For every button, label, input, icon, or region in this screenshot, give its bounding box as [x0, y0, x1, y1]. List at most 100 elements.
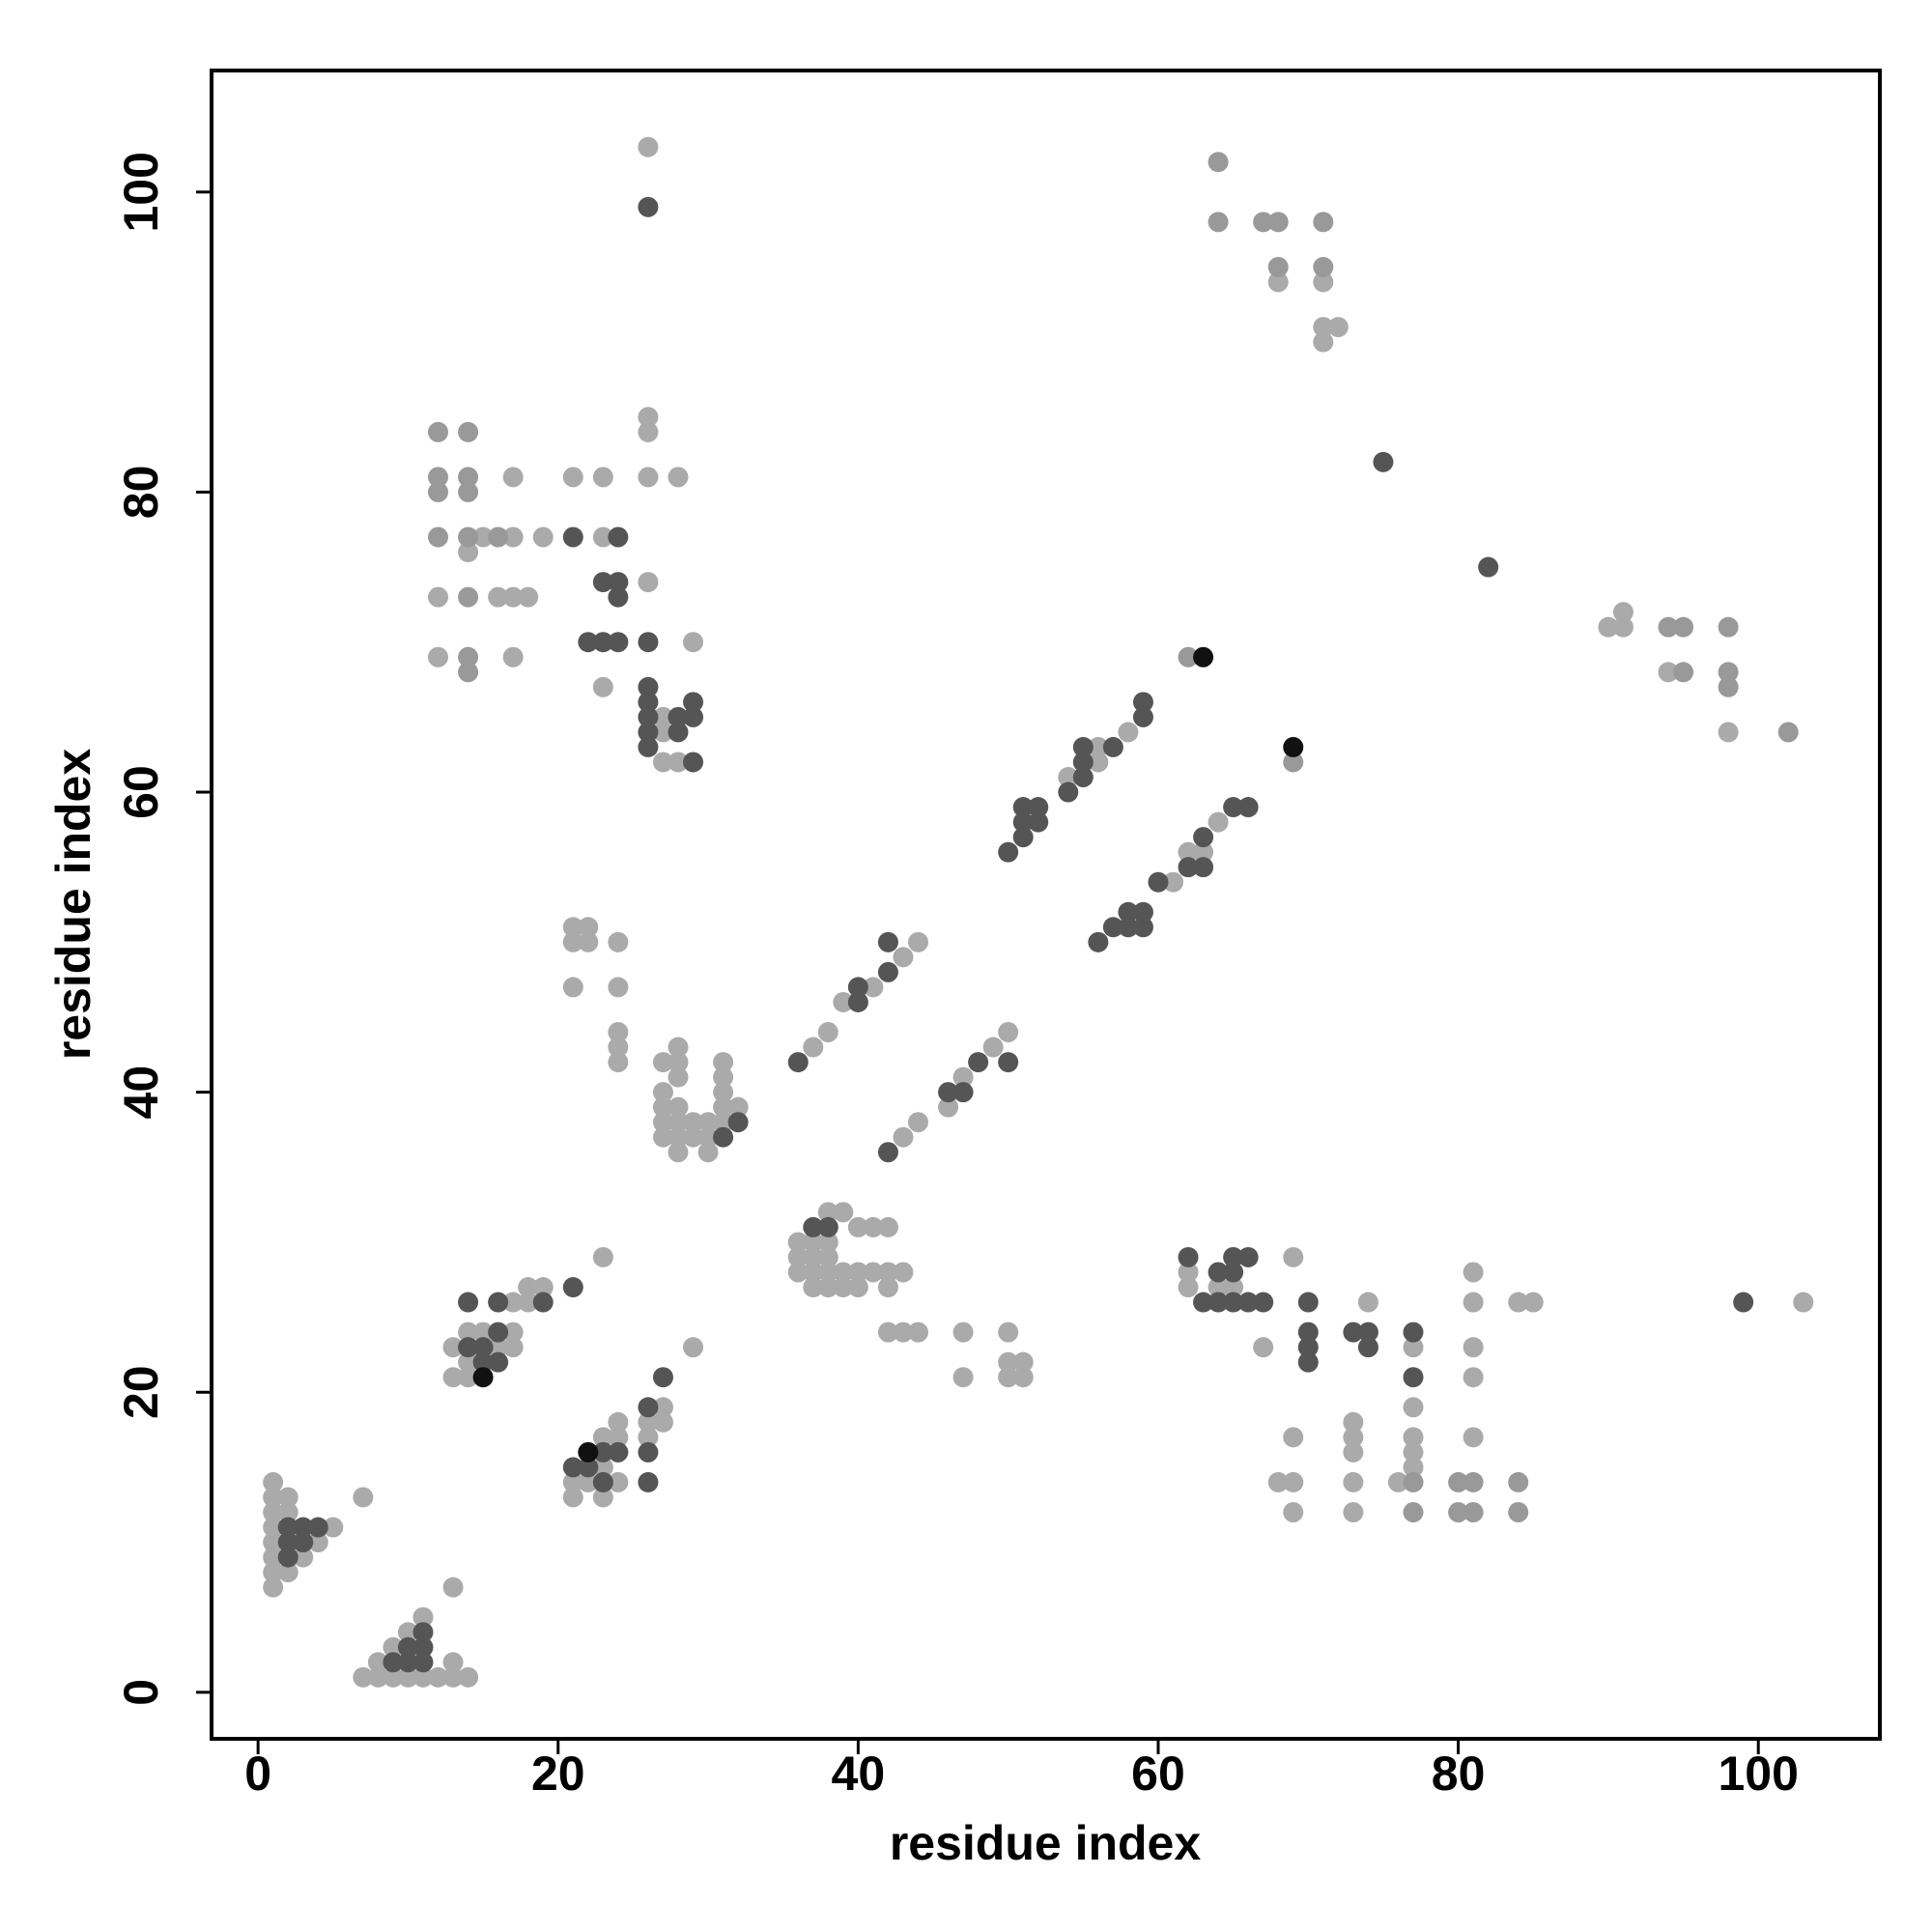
point [1208, 152, 1229, 173]
point [1793, 1292, 1814, 1313]
point [668, 752, 689, 773]
point [532, 1277, 554, 1298]
point [592, 572, 613, 593]
point [1223, 797, 1244, 818]
point [1012, 1351, 1034, 1373]
point [638, 136, 659, 157]
point [1478, 556, 1499, 578]
point [1343, 1441, 1364, 1463]
point [833, 1277, 854, 1298]
point [1223, 1277, 1244, 1298]
point [428, 481, 449, 502]
point [488, 526, 509, 548]
point [263, 1562, 284, 1583]
point [578, 1471, 599, 1492]
point [458, 421, 479, 442]
point [787, 1262, 809, 1283]
point [1178, 857, 1199, 878]
point [697, 1142, 719, 1163]
point [938, 1096, 959, 1118]
point [293, 1517, 314, 1538]
point [1132, 901, 1153, 923]
point [652, 1112, 673, 1133]
point [1777, 722, 1799, 743]
point [1658, 662, 1679, 683]
point [638, 1427, 659, 1448]
point [1313, 317, 1334, 338]
point [1237, 797, 1259, 818]
point [608, 1022, 629, 1043]
y-tick-label: 100 [114, 152, 168, 232]
point [1373, 451, 1394, 472]
point [592, 1487, 613, 1508]
point [877, 1277, 898, 1298]
point [1598, 616, 1619, 638]
point [1343, 1321, 1364, 1343]
point [877, 931, 898, 952]
point [1403, 1397, 1424, 1418]
point [998, 1321, 1019, 1343]
point [1267, 256, 1289, 277]
point [397, 1652, 418, 1673]
point [323, 1517, 344, 1538]
point [817, 1022, 838, 1043]
point [1403, 1441, 1424, 1463]
point [608, 977, 629, 998]
point [1343, 1501, 1364, 1522]
point [1178, 1262, 1199, 1283]
point [638, 1397, 659, 1418]
point [1058, 766, 1079, 787]
point [458, 586, 479, 608]
point [488, 1351, 509, 1373]
point [562, 977, 583, 998]
point [458, 1321, 479, 1343]
point [668, 1096, 689, 1118]
point [383, 1636, 404, 1658]
point [893, 1321, 914, 1343]
point [578, 917, 599, 938]
point [1132, 917, 1153, 938]
point [562, 1457, 583, 1478]
point [652, 1397, 673, 1418]
point [1387, 1471, 1408, 1492]
point [412, 1606, 434, 1628]
point [442, 1577, 464, 1598]
point [652, 1367, 673, 1388]
x-tick-label: 100 [1718, 1747, 1798, 1801]
point [803, 1232, 824, 1253]
x-tick-label: 40 [832, 1747, 886, 1801]
point [1297, 1292, 1319, 1313]
point [1463, 1262, 1484, 1283]
point [1132, 692, 1153, 713]
point [863, 977, 884, 998]
point [442, 1337, 464, 1358]
point [1313, 256, 1334, 277]
point [847, 1262, 868, 1283]
point [817, 1262, 838, 1283]
point [847, 977, 868, 998]
point [1088, 736, 1109, 757]
point [652, 1082, 673, 1103]
point [1072, 752, 1094, 773]
point [578, 1441, 599, 1463]
y-tick-label: 0 [114, 1679, 168, 1706]
point [1208, 1277, 1229, 1298]
point [293, 1532, 314, 1553]
point [787, 1052, 809, 1073]
x-tick-label: 0 [244, 1747, 271, 1801]
point [1088, 752, 1109, 773]
point [1237, 1246, 1259, 1267]
y-axis-label: residue index [46, 749, 100, 1061]
point [383, 1652, 404, 1673]
point [592, 526, 613, 548]
point [998, 1052, 1019, 1073]
point [638, 736, 659, 757]
point [263, 1501, 284, 1522]
point [1283, 1501, 1304, 1522]
y-tick-label: 20 [114, 1365, 168, 1419]
point [652, 752, 673, 773]
point [1718, 676, 1739, 697]
point [877, 1321, 898, 1343]
point [502, 1292, 524, 1313]
point [817, 1216, 838, 1237]
